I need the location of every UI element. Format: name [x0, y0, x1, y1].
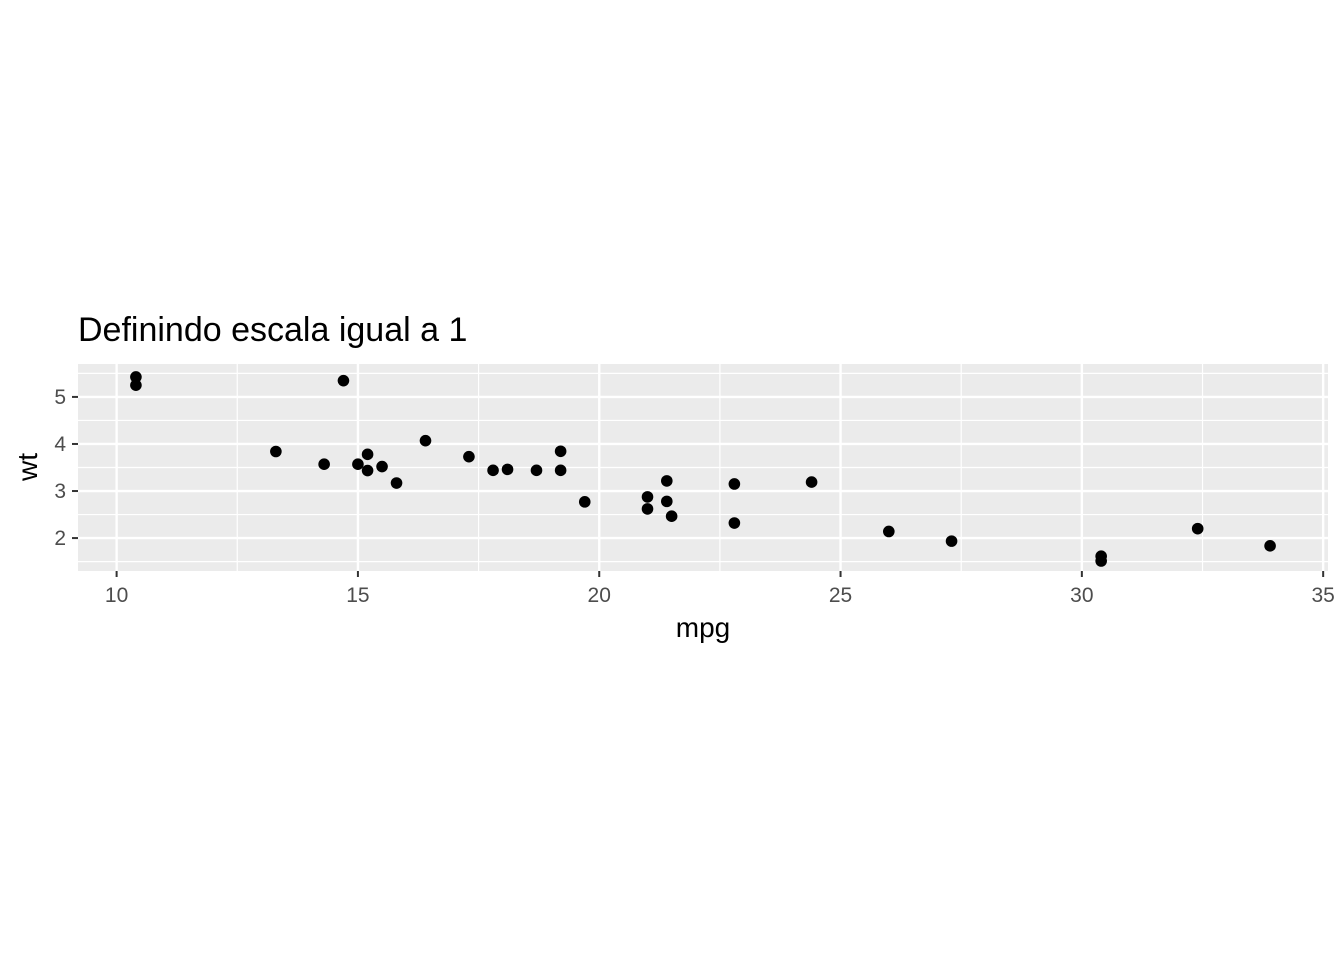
- data-point: [641, 491, 654, 503]
- data-points: [130, 371, 1276, 567]
- x-tick-label: 35: [1311, 584, 1334, 607]
- data-point: [641, 503, 654, 515]
- data-point: [376, 460, 388, 473]
- data-point: [1191, 522, 1204, 535]
- y-tick-label: 3: [54, 480, 66, 503]
- data-point: [554, 445, 567, 458]
- minor-gridlines: [78, 364, 1328, 571]
- data-point: [130, 371, 142, 383]
- data-point: [361, 448, 374, 461]
- data-point: [728, 478, 741, 490]
- data-point: [665, 510, 678, 522]
- data-point: [352, 458, 364, 471]
- data-point: [530, 464, 543, 477]
- data-point: [318, 458, 330, 471]
- x-axis: 10 15 20 25 30 35: [105, 571, 1335, 607]
- y-tick-label: 4: [54, 433, 66, 456]
- major-gridlines: [78, 364, 1328, 571]
- data-point: [1264, 540, 1276, 552]
- data-point: [337, 374, 350, 387]
- data-point: [554, 464, 567, 477]
- data-point: [578, 496, 591, 508]
- x-tick-label: 10: [105, 584, 128, 607]
- data-point: [463, 450, 475, 463]
- data-point: [487, 464, 499, 477]
- chart-title: Definindo escala igual a 1: [78, 311, 467, 349]
- x-axis-title: mpg: [676, 612, 730, 643]
- data-point: [661, 475, 673, 487]
- y-tick-label: 2: [54, 527, 66, 550]
- y-axis-title: wt: [12, 453, 43, 482]
- data-point: [945, 535, 958, 547]
- data-point: [390, 477, 403, 489]
- data-point: [419, 434, 432, 447]
- data-point: [501, 463, 514, 476]
- x-tick-label: 20: [588, 584, 611, 607]
- data-point: [805, 476, 818, 488]
- data-point: [130, 379, 142, 391]
- data-point: [661, 495, 673, 508]
- data-point: [728, 517, 741, 529]
- data-point: [1095, 555, 1107, 567]
- data-point: [361, 464, 374, 477]
- y-axis: 2 3 4 5: [54, 386, 78, 550]
- x-tick-label: 15: [346, 584, 369, 607]
- data-point: [270, 445, 282, 458]
- data-point: [883, 525, 895, 538]
- y-tick-label: 5: [54, 386, 66, 409]
- x-tick-label: 25: [829, 584, 852, 607]
- x-tick-label: 30: [1070, 584, 1093, 607]
